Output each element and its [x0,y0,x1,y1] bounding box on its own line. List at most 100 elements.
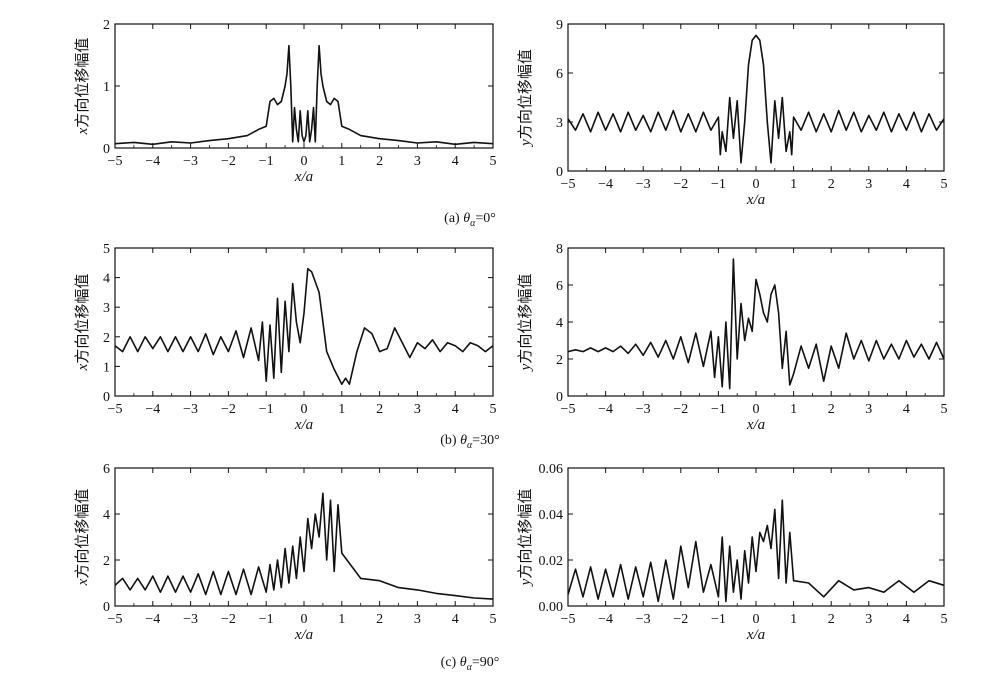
y-tick-label: 1 [103,360,110,375]
x-tick-label: 2 [828,177,835,192]
series-line [567,499,945,603]
plot-frame [114,247,494,397]
panel-caption: (a) θα=0° [444,211,496,229]
y-tick-label: 0 [556,165,563,180]
x-tick-label: −5 [108,154,123,169]
x-tick-label: −3 [636,402,651,417]
y-tick-label: 4 [556,316,563,331]
x-tick-label: 2 [828,402,835,417]
chart-panel-b-right: −5 −4 −3 −2 −1 0 1 2 3 4 5 0 2 4 6 8 x/a y方向位移幅值 [517,242,948,433]
x-tick-label: −5 [561,402,576,417]
y-tick-label: 2 [556,353,563,368]
y-axis-label: y方向位移幅值 [517,49,534,148]
y-axis-label-text: 方向位移幅值 [517,489,534,579]
y-axis-label-text: 方向位移幅值 [74,274,91,364]
x-tick-label: 3 [414,612,421,627]
x-tick-label: 1 [338,402,345,417]
x-tick-label: 3 [865,177,872,192]
x-tick-label: 4 [903,612,910,627]
y-axis-label-var: x [75,578,91,586]
y-tick-label: 4 [103,508,110,523]
x-tick-label: 5 [490,612,497,627]
x-tick-label: −4 [598,612,613,627]
plot-frame [114,23,494,149]
y-tick-label: 0.00 [539,600,564,615]
x-tick-label: 1 [338,612,345,627]
y-tick-label: 0 [103,390,110,405]
x-tick-label: 1 [790,612,797,627]
x-tick-label: −1 [259,612,274,627]
y-axis-label-var: y [518,363,534,372]
x-tick-label: 2 [376,402,383,417]
y-tick-label: 2 [103,554,110,569]
x-tick-label: −4 [145,402,160,417]
x-tick-label: 2 [828,612,835,627]
y-tick-label: 4 [103,272,110,287]
chart-panel-a-right: −5 −4 −3 −2 −1 0 1 2 3 4 5 0 3 6 9 x/a y方向位移幅值 [517,18,948,208]
series-line [114,44,494,146]
y-tick-label: 9 [556,18,563,33]
x-tick-label: 0 [301,612,308,627]
x-axis-label: x/a [746,417,765,433]
series-line [567,258,945,390]
y-axis-label: y方向位移幅值 [517,489,534,588]
y-axis-label: x方向位移幅值 [74,489,91,587]
y-axis-label-var: y [518,139,534,148]
x-tick-label: −2 [673,402,688,417]
x-tick-label: 5 [490,402,497,417]
x-tick-label: −1 [711,402,726,417]
x-tick-label: 3 [865,612,872,627]
chart-panel-b-left: −5 −4 −3 −2 −1 0 1 2 3 4 5 0 1 2 3 4 5 x/a x方向位移幅值 [74,242,497,433]
x-tick-label: −3 [183,154,198,169]
x-tick-label: −2 [673,612,688,627]
x-tick-label: −3 [636,177,651,192]
y-axis-label-var: x [75,127,91,135]
x-axis-label: x/a [746,627,765,643]
series-line [114,267,494,385]
y-tick-label: 0 [103,142,110,157]
caption-symbol: θ [463,211,470,226]
x-tick-label: 5 [941,177,948,192]
panel-caption: (b) θα=30° [440,433,499,451]
x-tick-label: −5 [108,402,123,417]
x-tick-label: 1 [790,177,797,192]
x-tick-label: −1 [711,177,726,192]
y-axis-label-var: y [518,578,534,587]
series-line [114,492,494,600]
chart-panel-c-left: −5 −4 −3 −2 −1 0 1 2 3 4 5 0 2 4 6 x/a x方向位移幅值 [74,462,497,643]
y-tick-label: 2 [103,18,110,33]
x-tick-label: −4 [598,402,613,417]
x-tick-label: 2 [376,154,383,169]
x-tick-label: −5 [108,612,123,627]
x-tick-label: 2 [376,612,383,627]
plot-frame [567,23,945,172]
x-axis-label: x/a [746,192,765,208]
y-axis-label: x方向位移幅值 [74,38,91,136]
y-axis-label: x方向位移幅值 [74,274,91,372]
y-tick-label: 0.04 [539,508,564,523]
y-tick-label: 3 [103,301,110,316]
x-tick-label: 0 [753,177,760,192]
x-axis-label: x/a [294,169,313,185]
x-tick-label: 4 [452,154,459,169]
x-tick-label: 0 [753,612,760,627]
caption-subscript: α [467,440,473,451]
y-tick-label: 6 [556,279,563,294]
x-tick-label: 4 [452,612,459,627]
x-tick-label: 0 [301,154,308,169]
y-tick-label: 3 [556,116,563,131]
x-tick-label: 3 [414,154,421,169]
x-tick-label: 5 [490,154,497,169]
x-axis-label: x/a [294,627,313,643]
y-tick-label: 5 [103,242,110,257]
x-tick-label: −1 [259,154,274,169]
x-tick-label: 5 [941,402,948,417]
caption-symbol: θ [460,655,467,670]
y-tick-label: 6 [556,67,563,82]
y-tick-label: 0 [556,390,563,405]
x-tick-label: −2 [221,612,236,627]
panel-caption: (c) θα=90° [441,655,500,673]
x-tick-label: −4 [598,177,613,192]
x-tick-label: 4 [452,402,459,417]
x-tick-label: −2 [221,402,236,417]
